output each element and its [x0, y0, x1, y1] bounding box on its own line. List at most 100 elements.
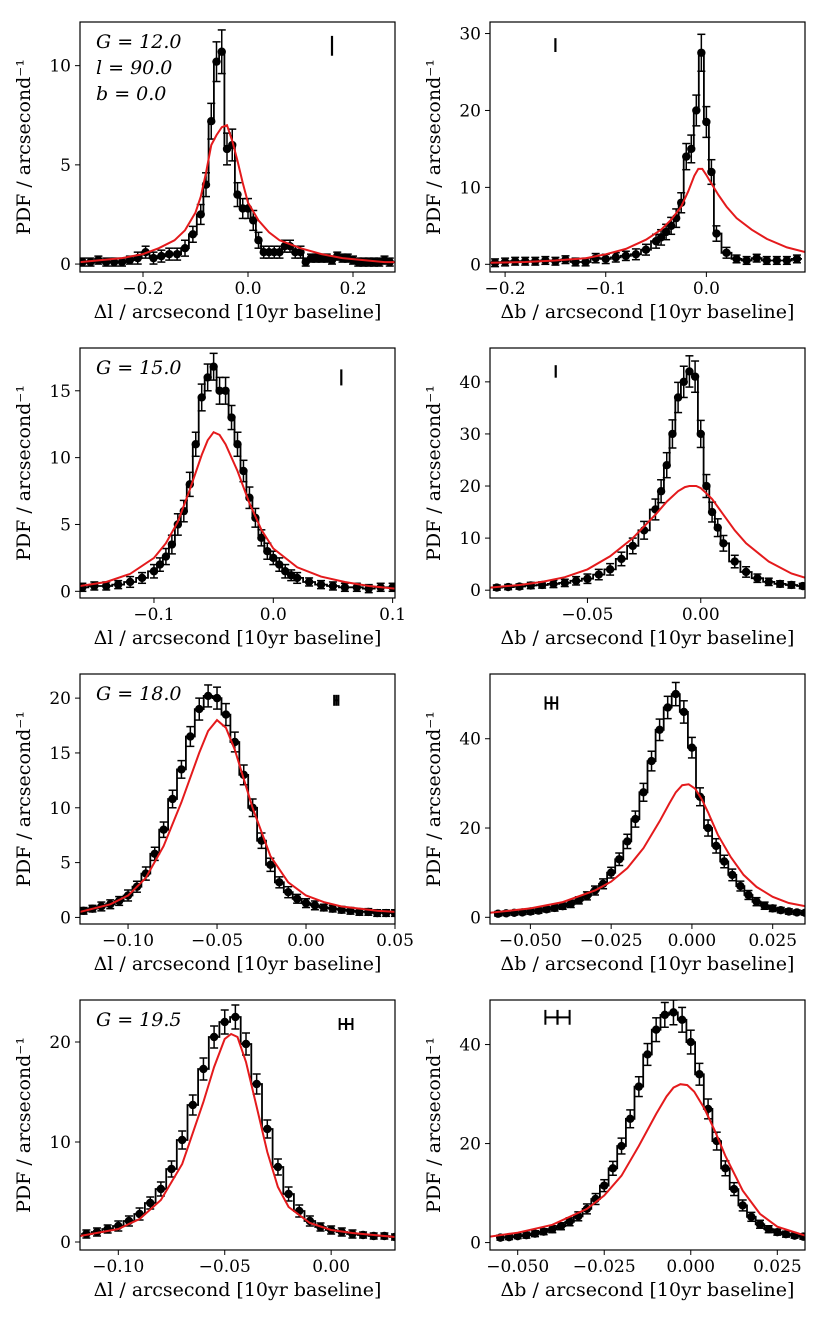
data-point — [254, 236, 263, 245]
data-point — [513, 1231, 522, 1241]
data-point — [690, 372, 700, 381]
data-point — [679, 707, 689, 717]
data-point — [150, 849, 159, 859]
data-point — [292, 573, 302, 583]
x-tick-label: −0.025 — [580, 931, 643, 951]
y-tick-label: 0 — [60, 1233, 71, 1253]
data-point — [161, 552, 171, 561]
y-tick-label: 20 — [459, 477, 481, 497]
x-tick-label: −0.1 — [585, 279, 626, 299]
axes-frame — [489, 673, 806, 925]
data-point — [713, 523, 722, 532]
data-point — [180, 243, 190, 253]
data-point — [165, 249, 174, 259]
data-point — [217, 47, 226, 56]
data-point — [125, 577, 135, 587]
x-tick-label: −0.025 — [573, 1257, 636, 1277]
data-point — [662, 460, 671, 470]
data-point — [641, 245, 651, 254]
data-point — [747, 1212, 756, 1222]
panel-annotation: G = 15.0 — [96, 357, 181, 379]
data-point — [196, 210, 205, 219]
data-point — [792, 908, 802, 917]
data-point — [550, 903, 559, 913]
data-point — [212, 57, 221, 66]
data-point — [241, 1039, 251, 1049]
data-point — [781, 1229, 791, 1239]
model-curve — [490, 167, 805, 264]
x-tick-label: −0.050 — [499, 931, 562, 951]
data-point — [615, 855, 624, 864]
data-point — [730, 557, 739, 566]
data-point — [753, 574, 762, 583]
x-tick-label: 0.0 — [693, 279, 720, 299]
data-point — [631, 250, 641, 259]
data-point — [686, 1037, 695, 1047]
model-curve — [80, 718, 395, 913]
panel-r2c1: −0.050 −0.025 0.000 0.025 0 20 40 Δb / arcsecon… — [423, 673, 806, 975]
model-curve — [490, 783, 805, 914]
data-point — [310, 901, 320, 910]
model-curve — [80, 1032, 395, 1238]
x-axis-label: Δb / arcsecond [10yr baseline] — [501, 1279, 795, 1301]
data-point — [113, 580, 123, 589]
y-tick-label: 40 — [459, 1036, 481, 1056]
data-point — [772, 256, 782, 265]
data-point — [703, 823, 713, 833]
axes-frame — [489, 999, 806, 1251]
data-point — [738, 1201, 747, 1210]
data-point — [600, 1181, 609, 1190]
data-step-line — [81, 1016, 395, 1238]
data-point — [137, 573, 147, 583]
plot-area — [80, 29, 395, 267]
data-point — [669, 1008, 678, 1017]
data-point — [776, 905, 785, 915]
data-point — [571, 576, 581, 586]
data-point — [209, 1032, 219, 1042]
error-scale-marker — [544, 1009, 571, 1025]
data-point — [199, 1064, 208, 1074]
y-tick-label: 10 — [459, 178, 481, 198]
data-point — [281, 567, 290, 576]
x-tick-label: 0.2 — [339, 279, 366, 299]
x-tick-label: −0.2 — [484, 279, 525, 299]
data-step-line — [494, 693, 805, 915]
data-point — [186, 732, 195, 741]
x-axis-label: Δb / arcsecond [10yr baseline] — [501, 301, 795, 323]
data-point — [671, 689, 680, 699]
y-tick-label: 20 — [459, 1135, 481, 1155]
data-point — [668, 429, 677, 439]
x-tick-label: −0.2 — [122, 279, 163, 299]
data-point — [634, 1082, 644, 1091]
data-point — [655, 725, 664, 735]
y-tick-label: 15 — [49, 744, 71, 764]
data-point — [233, 190, 242, 199]
data-point — [263, 1124, 272, 1134]
error-scale-marker — [333, 694, 340, 706]
y-axis-label: PDF / arcsecond⁻¹ — [423, 711, 445, 887]
data-point — [275, 560, 284, 569]
data-point — [728, 870, 737, 880]
data-point — [209, 362, 218, 371]
data-point — [594, 570, 603, 579]
data-point — [617, 1141, 626, 1151]
data-step-line — [491, 370, 805, 589]
data-step-line — [80, 695, 395, 914]
y-tick-label: 5 — [60, 156, 71, 176]
data-point — [195, 704, 204, 714]
data-point — [266, 860, 275, 869]
data-point — [623, 837, 632, 846]
x-axis-label: Δl / arcsecond [10yr baseline] — [94, 1279, 382, 1301]
plot-area — [490, 355, 805, 592]
data-point — [711, 841, 721, 851]
data-point — [269, 553, 278, 563]
data-point — [656, 487, 666, 496]
y-tick-label: 40 — [459, 373, 481, 393]
axes-frame — [489, 21, 806, 273]
y-tick-label: 5 — [60, 515, 71, 535]
x-tick-label: 0.025 — [753, 1257, 802, 1277]
data-point — [146, 1198, 155, 1208]
data-point — [663, 703, 672, 712]
data-point — [203, 691, 213, 701]
